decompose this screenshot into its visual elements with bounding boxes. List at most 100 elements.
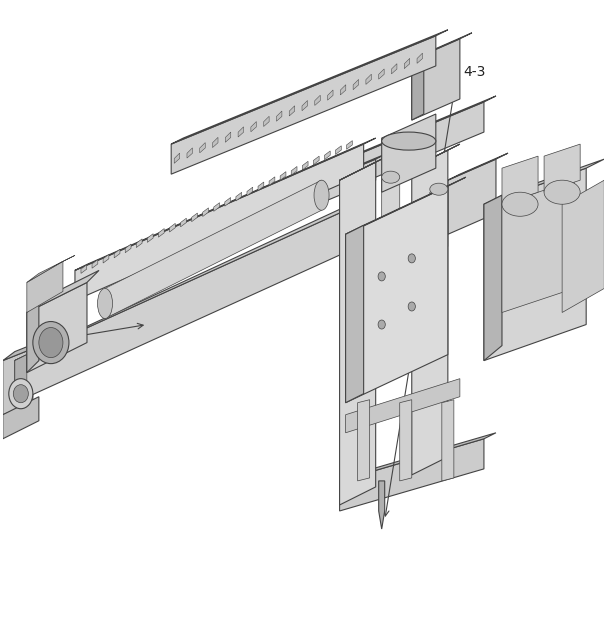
Ellipse shape <box>39 328 63 357</box>
Polygon shape <box>15 354 27 402</box>
Polygon shape <box>27 282 87 372</box>
Polygon shape <box>379 69 384 79</box>
Polygon shape <box>280 172 286 180</box>
Polygon shape <box>192 213 197 222</box>
Polygon shape <box>382 114 436 192</box>
Polygon shape <box>27 271 99 312</box>
Polygon shape <box>412 54 424 120</box>
Polygon shape <box>302 161 308 170</box>
Polygon shape <box>345 379 460 432</box>
Polygon shape <box>200 142 205 153</box>
Polygon shape <box>328 90 333 100</box>
Text: 4-1: 4-1 <box>35 332 57 347</box>
Polygon shape <box>353 79 359 89</box>
Polygon shape <box>92 259 98 268</box>
Polygon shape <box>324 151 330 159</box>
Polygon shape <box>339 162 376 505</box>
Polygon shape <box>400 400 412 481</box>
Polygon shape <box>291 166 297 175</box>
Polygon shape <box>339 432 496 481</box>
Polygon shape <box>339 439 484 511</box>
Polygon shape <box>276 111 282 121</box>
Polygon shape <box>502 180 574 312</box>
Polygon shape <box>341 85 346 95</box>
Text: 4-3: 4-3 <box>463 65 485 79</box>
Polygon shape <box>171 30 448 144</box>
Polygon shape <box>231 159 376 241</box>
Polygon shape <box>448 159 496 234</box>
Polygon shape <box>417 53 422 63</box>
Polygon shape <box>382 174 400 241</box>
Polygon shape <box>105 180 322 319</box>
Polygon shape <box>544 144 580 192</box>
Polygon shape <box>562 180 604 312</box>
Polygon shape <box>347 141 352 149</box>
Ellipse shape <box>544 180 580 204</box>
Polygon shape <box>484 168 586 361</box>
Polygon shape <box>148 234 153 242</box>
Polygon shape <box>171 36 436 174</box>
Polygon shape <box>258 182 264 191</box>
Polygon shape <box>75 144 364 301</box>
Polygon shape <box>339 156 388 180</box>
Polygon shape <box>187 148 192 158</box>
Polygon shape <box>404 58 410 69</box>
Text: 4-2: 4-2 <box>550 278 572 292</box>
Polygon shape <box>345 186 448 402</box>
Polygon shape <box>412 39 460 120</box>
Polygon shape <box>315 95 320 106</box>
Polygon shape <box>336 146 341 154</box>
Polygon shape <box>302 101 308 111</box>
Polygon shape <box>251 121 256 132</box>
Polygon shape <box>412 150 448 475</box>
Polygon shape <box>339 96 496 162</box>
Polygon shape <box>484 195 502 361</box>
Ellipse shape <box>378 272 385 281</box>
Polygon shape <box>236 192 242 201</box>
Polygon shape <box>269 177 275 186</box>
Polygon shape <box>231 153 388 219</box>
Polygon shape <box>203 208 208 216</box>
Polygon shape <box>75 138 376 271</box>
Polygon shape <box>15 210 345 402</box>
Polygon shape <box>379 481 385 529</box>
Polygon shape <box>125 244 131 252</box>
Ellipse shape <box>408 254 415 263</box>
Polygon shape <box>263 116 269 126</box>
Polygon shape <box>174 153 180 163</box>
Ellipse shape <box>33 321 69 364</box>
Polygon shape <box>3 349 33 415</box>
Polygon shape <box>339 102 484 192</box>
Polygon shape <box>345 177 466 234</box>
Polygon shape <box>3 339 45 361</box>
Polygon shape <box>392 64 397 74</box>
Polygon shape <box>158 229 164 238</box>
Ellipse shape <box>8 379 33 409</box>
Polygon shape <box>412 144 460 168</box>
Ellipse shape <box>430 183 448 195</box>
Ellipse shape <box>408 302 415 311</box>
Polygon shape <box>339 156 351 192</box>
Polygon shape <box>366 74 371 84</box>
Polygon shape <box>412 33 472 60</box>
Polygon shape <box>430 186 448 253</box>
Polygon shape <box>27 301 39 372</box>
Ellipse shape <box>98 289 112 319</box>
Polygon shape <box>212 138 218 148</box>
Polygon shape <box>103 254 109 263</box>
Ellipse shape <box>314 180 329 210</box>
Polygon shape <box>313 156 319 165</box>
Polygon shape <box>247 187 253 196</box>
Polygon shape <box>448 153 508 180</box>
Ellipse shape <box>382 171 400 183</box>
Polygon shape <box>225 132 231 142</box>
Polygon shape <box>358 400 370 481</box>
Polygon shape <box>180 218 186 227</box>
Polygon shape <box>3 397 39 439</box>
Polygon shape <box>345 225 364 402</box>
Ellipse shape <box>502 192 538 216</box>
Polygon shape <box>137 239 142 248</box>
Ellipse shape <box>382 132 436 150</box>
Ellipse shape <box>13 384 29 402</box>
Polygon shape <box>238 127 243 137</box>
